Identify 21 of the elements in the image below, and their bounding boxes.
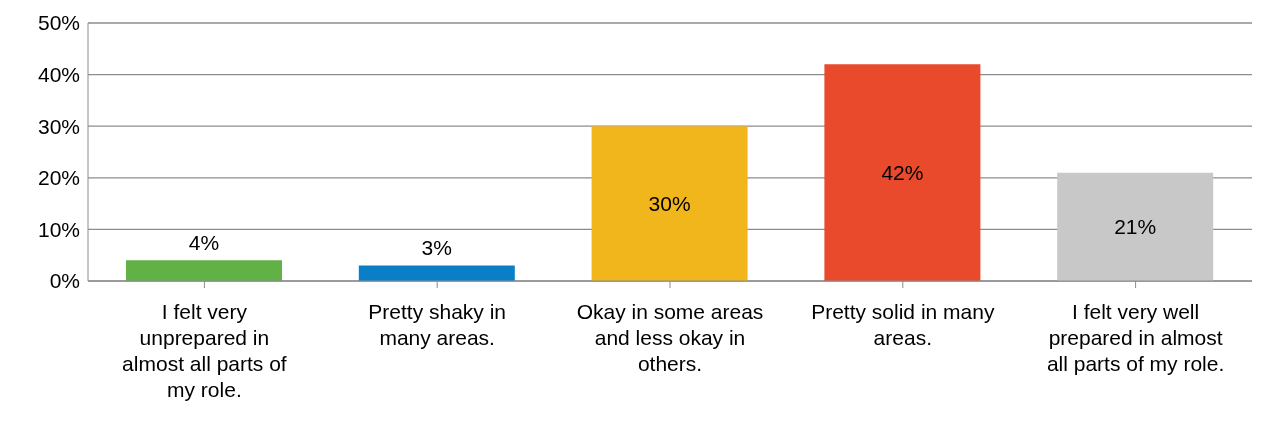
x-tick-label: I felt very unprepared in almost all parts of my role. — [122, 300, 287, 401]
x-tick-label: Okay in some areas and less okay in others. — [576, 300, 764, 375]
data-label: 30% — [648, 192, 691, 216]
bar — [591, 126, 748, 281]
bar — [824, 64, 981, 281]
bar — [1057, 172, 1214, 281]
data-label: 42% — [881, 161, 924, 185]
bar — [358, 265, 515, 281]
x-tick-label: Pretty shaky in many areas. — [368, 300, 507, 349]
y-tick-label: 30% — [37, 114, 80, 138]
x-tick-label: I felt very well prepared in almost all parts of my role. — [1046, 300, 1225, 375]
y-tick-label: 10% — [37, 217, 80, 241]
x-tick-label: Pretty solid in many areas. — [811, 300, 995, 349]
data-label: 4% — [188, 230, 220, 254]
y-tick-label: 20% — [37, 166, 80, 190]
y-tick-label: 0% — [49, 269, 80, 293]
data-label: 3% — [421, 236, 452, 260]
y-tick-label: 40% — [37, 63, 80, 87]
bar — [126, 260, 282, 281]
data-label: 21% — [1114, 215, 1157, 239]
y-tick-label: 50% — [37, 11, 80, 35]
